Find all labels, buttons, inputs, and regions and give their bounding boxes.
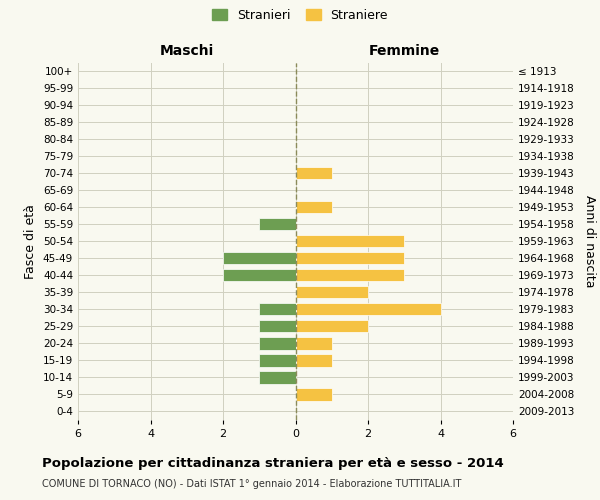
- Text: Popolazione per cittadinanza straniera per età e sesso - 2014: Popolazione per cittadinanza straniera p…: [42, 458, 504, 470]
- Bar: [259, 218, 296, 230]
- Bar: [259, 338, 296, 349]
- Bar: [259, 372, 296, 384]
- Y-axis label: Fasce di età: Fasce di età: [25, 204, 37, 279]
- Bar: [296, 354, 332, 366]
- Bar: [296, 269, 404, 281]
- Y-axis label: Anni di nascita: Anni di nascita: [583, 195, 596, 288]
- Bar: [296, 201, 332, 213]
- Bar: [296, 286, 368, 298]
- Bar: [223, 252, 296, 264]
- Bar: [296, 235, 404, 248]
- Bar: [296, 252, 404, 264]
- Bar: [296, 338, 332, 349]
- Bar: [259, 354, 296, 366]
- Bar: [296, 167, 332, 179]
- Bar: [296, 320, 368, 332]
- Bar: [259, 303, 296, 316]
- Bar: [259, 320, 296, 332]
- Legend: Stranieri, Straniere: Stranieri, Straniere: [209, 6, 391, 24]
- Text: COMUNE DI TORNACO (NO) - Dati ISTAT 1° gennaio 2014 - Elaborazione TUTTITALIA.IT: COMUNE DI TORNACO (NO) - Dati ISTAT 1° g…: [42, 479, 461, 489]
- Bar: [296, 388, 332, 400]
- Bar: [296, 303, 440, 316]
- Bar: [223, 269, 296, 281]
